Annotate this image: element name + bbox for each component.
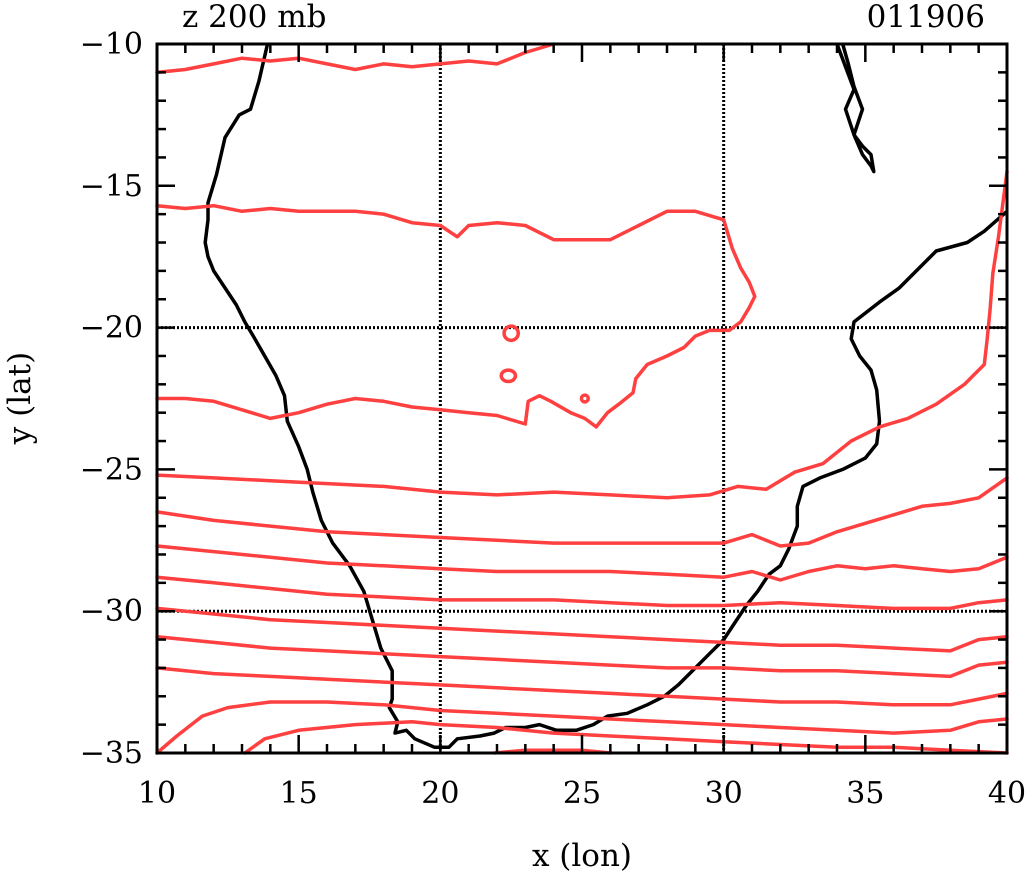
x-tick-label: 15	[280, 776, 318, 811]
x-tick-label: 20	[421, 776, 459, 811]
contour-line	[155, 476, 1009, 548]
closed-contour	[502, 324, 520, 343]
contour-line	[155, 700, 1009, 755]
gridlines	[157, 44, 1007, 753]
contour-line	[155, 42, 556, 75]
y-tick-label: −20	[80, 311, 143, 346]
x-tick-label: 25	[563, 776, 601, 811]
closed-contour	[499, 368, 518, 384]
contour-line	[155, 544, 1009, 582]
contour-line	[155, 634, 1009, 679]
closed-contour	[579, 393, 590, 404]
x-tick-label: 30	[705, 776, 743, 811]
y-tick-label: −10	[80, 27, 143, 62]
y-tick-label: −35	[80, 736, 143, 771]
y-tick-label: −15	[80, 169, 143, 204]
coastline-africa	[203, 43, 1009, 750]
contour-line	[155, 666, 1009, 707]
contour-line	[155, 169, 1009, 500]
x-tick-label: 10	[138, 776, 176, 811]
tick-marks	[155, 42, 1009, 755]
y-axis-title: y (lat)	[2, 352, 38, 445]
x-axis-title: x (lon)	[532, 838, 632, 874]
y-tick-label: −30	[80, 594, 143, 629]
coastline-lake	[835, 43, 876, 174]
field-label: z 200 mb	[182, 0, 326, 35]
coastline-layer	[203, 43, 1009, 750]
tick-labels: 10 15 20 25 30 35 40 −10 −15 −20 −25 −30 −35	[80, 27, 1026, 811]
x-tick-label: 40	[988, 776, 1026, 811]
contour-line	[155, 575, 1009, 611]
contour-line	[155, 203, 757, 429]
x-tick-label: 35	[846, 776, 884, 811]
date-label: 011906	[867, 0, 985, 35]
y-tick-label: −25	[80, 452, 143, 487]
contour-line	[155, 606, 1009, 653]
